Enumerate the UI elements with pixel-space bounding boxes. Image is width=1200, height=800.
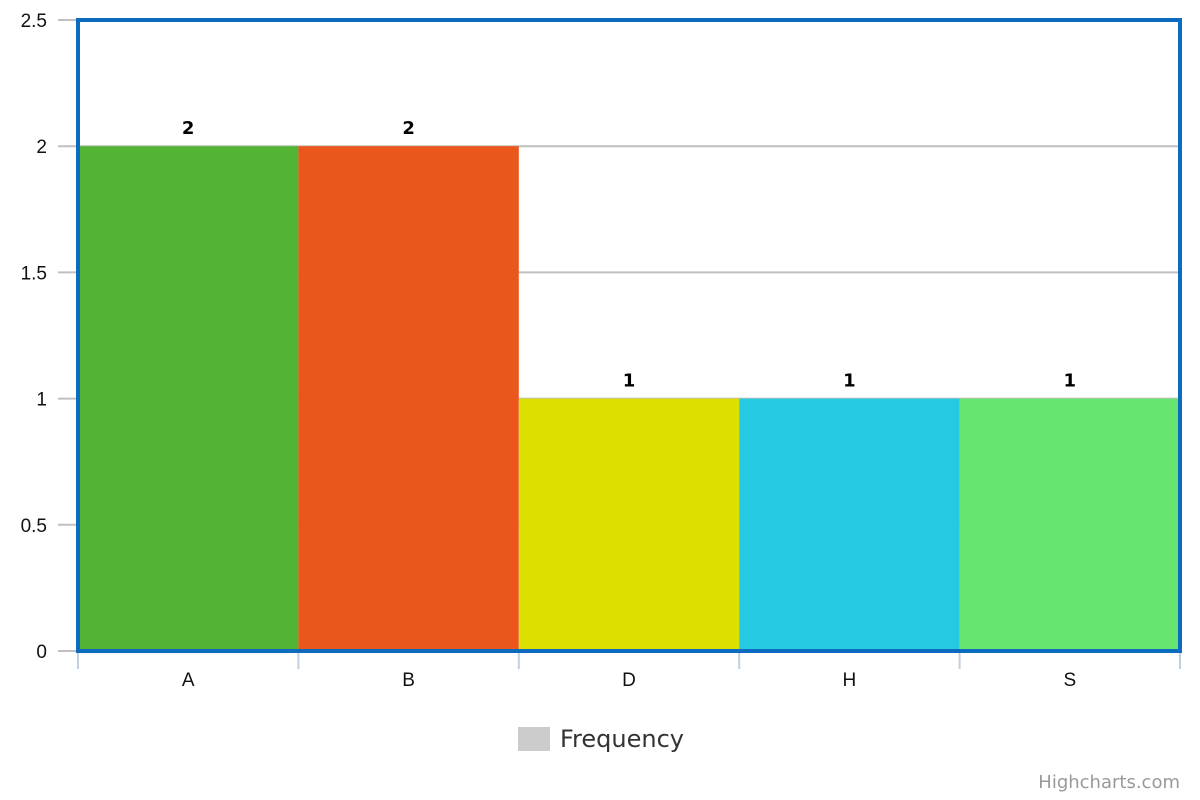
y-tick-label: 1.5 (21, 263, 47, 284)
x-tick-label: S (1063, 670, 1076, 691)
bar (518, 398, 740, 651)
x-tick-label: D (622, 670, 636, 691)
bar (959, 398, 1180, 651)
bar (298, 146, 519, 651)
data-label: 2 (402, 118, 415, 139)
y-axis: 0 0.5 1 1.5 2 2.5 (21, 11, 47, 663)
x-tick-label: B (402, 670, 415, 691)
legend-swatch (518, 727, 550, 751)
legend[interactable]: Frequency (518, 724, 684, 754)
bars (78, 146, 1180, 651)
y-tick-label: 2 (36, 137, 47, 158)
data-label: 1 (843, 371, 856, 392)
y-tick-label: 1 (36, 390, 47, 411)
y-tick-label: 0 (36, 642, 47, 663)
legend-label: Frequency (560, 725, 684, 753)
plot-border (76, 18, 1182, 653)
data-labels: 2 2 1 1 1 (182, 118, 1076, 391)
data-label: 2 (182, 118, 195, 139)
y-tick-label: 0.5 (21, 516, 47, 537)
x-tick-label: H (843, 670, 857, 691)
x-tick-label: A (182, 670, 195, 691)
data-label: 1 (623, 371, 636, 392)
data-label: 1 (1064, 371, 1077, 392)
bar (78, 146, 299, 651)
y-tick-label: 2.5 (21, 11, 47, 32)
credits-link[interactable]: Highcharts.com (1038, 772, 1180, 793)
bar (739, 398, 960, 651)
